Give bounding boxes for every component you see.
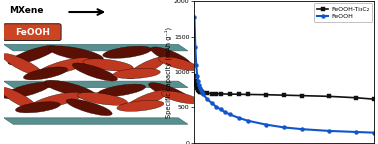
Ellipse shape (8, 46, 56, 65)
FeOOH (200, 93, 205, 95)
FeOOH-Ti₃C₂ (300, 95, 304, 96)
Ellipse shape (48, 46, 104, 61)
Ellipse shape (44, 80, 96, 98)
Ellipse shape (83, 59, 133, 71)
Ellipse shape (23, 67, 68, 80)
FeOOH-Ti₃C₂ (218, 93, 223, 95)
FeOOH (196, 80, 200, 82)
FeOOH (195, 75, 200, 76)
FeOOH (194, 64, 198, 66)
Ellipse shape (103, 46, 152, 58)
FeOOH-Ti₃C₂ (193, 80, 198, 82)
Ellipse shape (39, 58, 90, 75)
FeOOH-Ti₃C₂ (327, 95, 331, 97)
FeOOH-Ti₃C₂ (192, 75, 197, 77)
FeOOH-Ti₃C₂ (205, 92, 209, 94)
Line: FeOOH-Ti₃C₂: FeOOH-Ti₃C₂ (192, 74, 376, 101)
FeOOH (214, 106, 218, 107)
FeOOH (263, 124, 268, 125)
FeOOH (223, 111, 228, 113)
FeOOH (300, 128, 304, 130)
Polygon shape (4, 118, 188, 124)
FeOOH-Ti₃C₂ (209, 93, 214, 94)
Ellipse shape (161, 91, 199, 104)
FeOOH-Ti₃C₂ (282, 94, 286, 96)
Y-axis label: Specific capacity (mAh g⁻¹): Specific capacity (mAh g⁻¹) (165, 26, 172, 118)
Ellipse shape (113, 68, 160, 79)
FeOOH (197, 85, 201, 86)
Ellipse shape (117, 100, 164, 111)
FeOOH (193, 46, 198, 48)
Ellipse shape (97, 84, 146, 97)
Ellipse shape (149, 83, 189, 101)
FeOOH (198, 87, 202, 89)
FeOOH-Ti₃C₂ (236, 93, 241, 95)
FeOOH (372, 132, 376, 133)
FeOOH (354, 131, 358, 133)
FeOOH (228, 113, 232, 115)
Ellipse shape (2, 54, 43, 76)
FancyBboxPatch shape (3, 24, 61, 40)
FeOOH (236, 117, 241, 119)
FeOOH-Ti₃C₂ (196, 89, 200, 91)
FeOOH-Ti₃C₂ (263, 94, 268, 96)
Ellipse shape (66, 99, 112, 116)
FeOOH-Ti₃C₂ (354, 97, 358, 99)
FeOOH-Ti₃C₂ (198, 91, 203, 93)
FeOOH-Ti₃C₂ (195, 87, 200, 89)
Text: FeOOH: FeOOH (15, 28, 50, 37)
FeOOH (245, 120, 250, 122)
Text: MXene: MXene (9, 6, 44, 15)
FeOOH-Ti₃C₂ (198, 91, 202, 93)
Ellipse shape (159, 57, 198, 71)
FeOOH (192, 16, 197, 18)
FeOOH (199, 92, 204, 93)
Line: FeOOH: FeOOH (192, 15, 376, 135)
Ellipse shape (15, 102, 60, 113)
FeOOH-Ti₃C₂ (194, 85, 198, 86)
FeOOH-Ti₃C₂ (197, 90, 201, 92)
Legend: FeOOH-Ti₃C₂, FeOOH: FeOOH-Ti₃C₂, FeOOH (314, 3, 372, 22)
FeOOH-Ti₃C₂ (200, 92, 205, 94)
FeOOH (218, 109, 223, 110)
FeOOH (327, 130, 331, 132)
Ellipse shape (151, 47, 191, 66)
FeOOH-Ti₃C₂ (228, 93, 232, 95)
Ellipse shape (126, 57, 166, 79)
FeOOH-Ti₃C₂ (199, 92, 204, 93)
FeOOH-Ti₃C₂ (372, 98, 376, 100)
FeOOH (282, 127, 286, 128)
FeOOH-Ti₃C₂ (214, 93, 218, 95)
Ellipse shape (72, 63, 118, 81)
FeOOH-Ti₃C₂ (245, 94, 250, 95)
Ellipse shape (2, 82, 51, 98)
Ellipse shape (31, 92, 82, 108)
Ellipse shape (0, 87, 38, 110)
Ellipse shape (124, 90, 168, 110)
FeOOH (205, 98, 209, 100)
FeOOH (209, 102, 214, 104)
Polygon shape (4, 44, 188, 51)
FeOOH (198, 89, 203, 91)
Polygon shape (4, 81, 188, 88)
Ellipse shape (77, 92, 127, 105)
